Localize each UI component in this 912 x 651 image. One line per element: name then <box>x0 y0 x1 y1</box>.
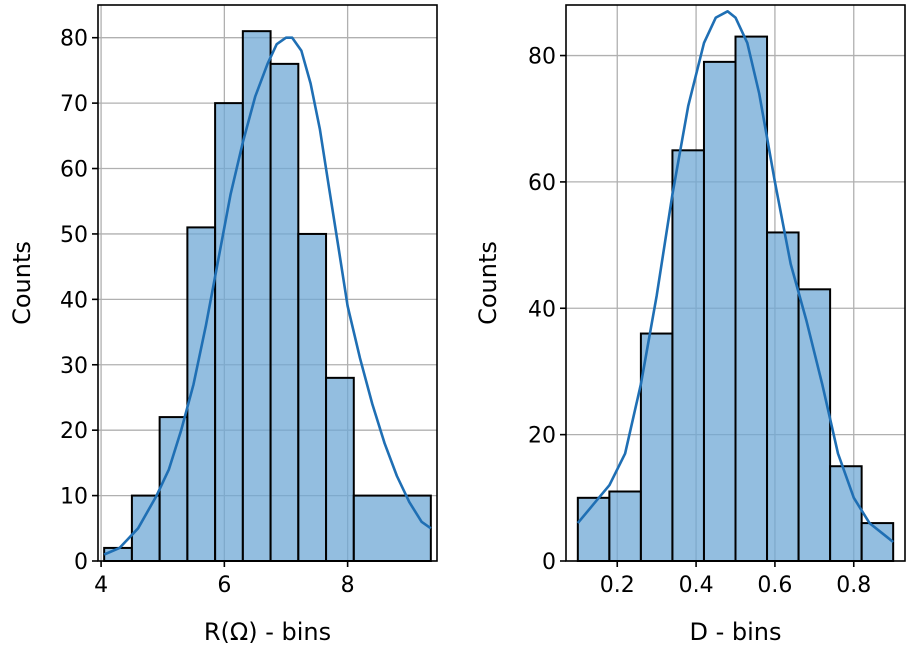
y-tick-label: 0 <box>542 550 556 575</box>
histogram-bar <box>352 494 432 562</box>
y-tick-label: 40 <box>60 288 88 313</box>
histogram-bar <box>214 102 244 562</box>
histogram-bar <box>829 465 863 562</box>
histogram-bar <box>639 332 674 562</box>
y-tick-label: 30 <box>60 354 88 379</box>
y-tick-label: 60 <box>528 171 556 196</box>
histogram-bar <box>671 149 705 562</box>
histogram-bar <box>702 60 737 562</box>
x-tick-label: 0.8 <box>836 573 871 598</box>
x-tick-label: 0.4 <box>679 573 714 598</box>
y-tick-label: 80 <box>60 27 88 52</box>
y-tick-label: 20 <box>528 424 556 449</box>
kde-curve <box>103 36 432 556</box>
y-tick-label: 70 <box>60 92 88 117</box>
histogram-bar <box>297 232 328 563</box>
y-tick-label: 20 <box>60 419 88 444</box>
histogram-bar <box>241 30 272 562</box>
y-tick-label: 50 <box>60 223 88 248</box>
histogram-bar <box>608 490 642 562</box>
x-tick-label: 4 <box>94 573 108 598</box>
histogram-bar <box>576 496 611 562</box>
histogram-r-ohm: 0 10 20 30 40 50 60 70 80 4 6 8 R(Ω) - bins Counts <box>8 4 438 646</box>
y-axis-label: Counts <box>474 241 502 325</box>
y-axis-label: Counts <box>8 241 36 325</box>
y-tick-label: 40 <box>528 297 556 322</box>
kde-curve <box>576 10 895 544</box>
x-axis-label: R(Ω) - bins <box>204 618 331 646</box>
plot-frame <box>97 4 438 562</box>
y-tick-label: 0 <box>74 550 88 575</box>
histogram-bar <box>797 288 832 562</box>
histogram-d: 0 20 40 60 80 0.2 0.4 0.6 0.8 D - bins Counts <box>474 4 906 646</box>
histogram-bar <box>269 62 300 563</box>
x-tick-label: 0.6 <box>757 573 792 598</box>
histogram-bar <box>158 416 189 562</box>
y-tick-label: 10 <box>60 485 88 510</box>
x-axis-label: D - bins <box>689 618 781 646</box>
x-tick-label: 0.2 <box>600 573 635 598</box>
histogram-bar <box>766 231 800 562</box>
y-tick-label: 60 <box>60 158 88 183</box>
histogram-bar <box>130 494 161 562</box>
histogram-bar <box>325 376 355 562</box>
x-tick-label: 8 <box>341 573 355 598</box>
x-tick-label: 6 <box>217 573 231 598</box>
y-tick-label: 80 <box>528 45 556 70</box>
plot-frame <box>565 4 906 562</box>
